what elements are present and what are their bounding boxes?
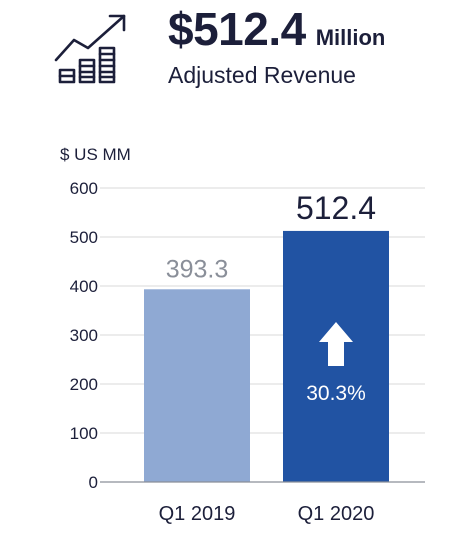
up-arrow-icon	[319, 322, 353, 366]
x-tick-label: Q1 2019	[159, 503, 236, 525]
bar-chart-svg: $ US MM 0 100 200 300 400 500 600 393.3 Q1 2019 51…	[60, 145, 425, 525]
y-tick-label: 200	[70, 375, 98, 394]
header: $512.4 Million Adjusted Revenue	[0, 0, 460, 110]
y-tick-label: 100	[70, 424, 98, 443]
y-tick-label: 0	[89, 473, 98, 492]
rising-revenue-chart-icon	[52, 10, 132, 86]
growth-label: 30.3%	[306, 382, 366, 405]
headline: $512.4 Million	[168, 2, 385, 56]
y-tick-label: 400	[70, 277, 98, 296]
bar	[144, 289, 250, 482]
x-tick-label: Q1 2020	[298, 503, 375, 525]
bar-value-label: 512.4	[296, 190, 376, 226]
bar-chart: $ US MM 0 100 200 300 400 500 600 393.3 Q1 2019 51…	[0, 130, 460, 535]
y-axis-label: $ US MM	[60, 145, 131, 164]
y-tick-label: 300	[70, 326, 98, 345]
subtitle: Adjusted Revenue	[168, 62, 356, 88]
bar-value-label: 393.3	[166, 255, 229, 283]
y-tick-label: 500	[70, 228, 98, 247]
headline-value: $512.4	[168, 3, 306, 55]
headline-unit: Million	[315, 25, 386, 50]
y-tick-label: 600	[70, 179, 98, 198]
